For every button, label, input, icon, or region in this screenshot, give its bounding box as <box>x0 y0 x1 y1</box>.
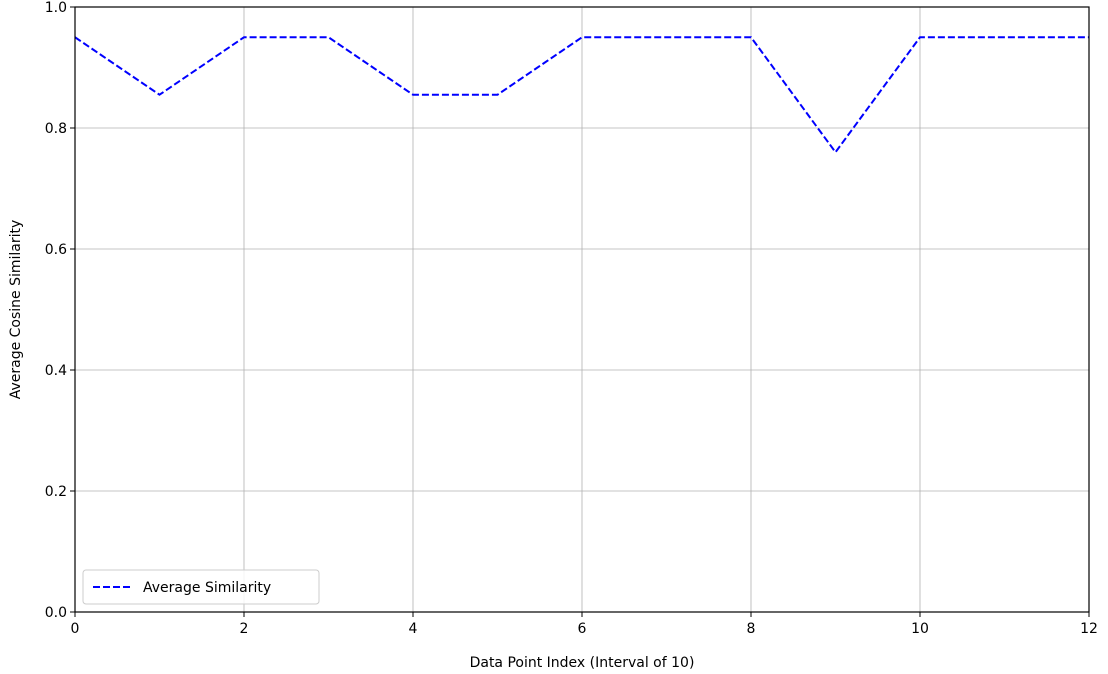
y-tick-label: 0.4 <box>45 363 67 379</box>
y-axis-ticks: 0.0 0.2 0.4 0.6 0.8 1.0 <box>45 0 75 621</box>
x-tick-label: 2 <box>240 621 249 637</box>
x-tick-label: 4 <box>409 621 418 637</box>
x-tick-label: 8 <box>747 621 756 637</box>
legend-box <box>82 569 320 605</box>
y-tick-label: 1.0 <box>45 0 67 16</box>
legend: Average Similarity <box>82 569 320 605</box>
y-tick-label: 0.2 <box>45 484 67 500</box>
grid-lines <box>74 6 1090 613</box>
x-tick-label: 6 <box>578 621 587 637</box>
x-tick-label: 0 <box>71 621 80 637</box>
x-axis-title: Data Point Index (Interval of 10) <box>470 655 695 671</box>
x-tick-label: 10 <box>911 621 929 637</box>
y-tick-label: 0.8 <box>45 121 67 137</box>
series-line-average-similarity <box>74 36 1089 154</box>
y-tick-label: 0.6 <box>45 242 67 258</box>
x-axis-ticks: 0 2 4 6 8 10 12 <box>71 612 1098 637</box>
series-layer <box>74 36 1089 154</box>
x-tick-label: 12 <box>1080 621 1098 637</box>
y-tick-label: 0.0 <box>45 605 67 621</box>
y-axis-title: Average Cosine Similarity <box>8 220 24 400</box>
legend-label: Average Similarity <box>143 580 271 596</box>
